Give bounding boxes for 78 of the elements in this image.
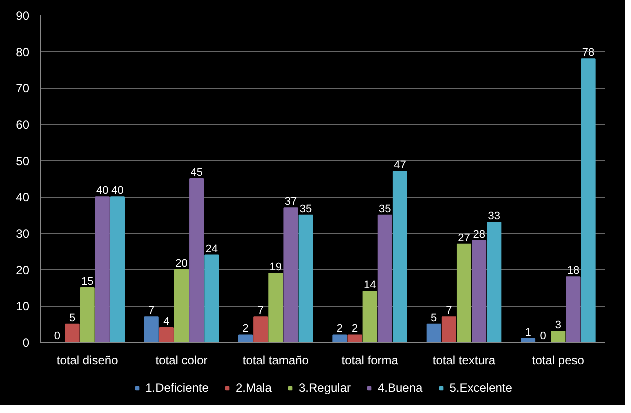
bar — [581, 58, 596, 342]
bar — [110, 196, 125, 342]
legend-label: 1.Deficiente — [146, 380, 209, 394]
y-tick-label: 0 — [22, 336, 30, 350]
bar — [65, 324, 80, 342]
data-label: 33 — [488, 210, 501, 223]
bar — [174, 269, 190, 342]
data-label: 14 — [364, 280, 376, 292]
y-tick-label: 10 — [16, 300, 30, 314]
data-label: 18 — [567, 265, 580, 278]
bar — [298, 214, 314, 342]
bar — [456, 244, 472, 342]
data-label: 24 — [206, 243, 218, 256]
data-label: 15 — [81, 276, 94, 288]
data-label: 2 — [242, 323, 249, 336]
data-label: 19 — [270, 261, 282, 274]
bar — [159, 327, 174, 342]
bar — [332, 334, 348, 342]
x-tick-label: total forma — [342, 354, 399, 368]
bar — [80, 288, 95, 342]
data-label: 7 — [258, 305, 264, 318]
bar — [284, 208, 298, 342]
x-tick-label: total color — [156, 354, 208, 368]
y-tick-label: 80 — [16, 45, 30, 60]
data-label: 0 — [540, 330, 546, 342]
bar — [487, 222, 502, 342]
data-label: 7 — [446, 305, 452, 318]
data-label: 2 — [352, 323, 358, 336]
data-label: 47 — [394, 160, 406, 172]
x-tick-label: total textura — [432, 354, 496, 368]
bar — [551, 331, 566, 342]
bar — [392, 171, 408, 342]
bar — [362, 291, 378, 342]
bar — [472, 240, 487, 342]
data-label: 5 — [69, 312, 76, 324]
bar — [426, 324, 442, 342]
data-label: 40 — [96, 185, 109, 198]
data-label: 3 — [555, 320, 562, 332]
bar — [268, 272, 284, 342]
data-label: 4 — [164, 316, 170, 328]
bar — [204, 254, 220, 342]
data-label: 2 — [336, 323, 344, 336]
x-tick-label: total tamaño — [242, 354, 310, 368]
data-label: 78 — [582, 47, 595, 60]
bar — [442, 316, 456, 342]
bar — [238, 334, 254, 342]
data-label: 7 — [148, 305, 155, 318]
data-label: 20 — [176, 258, 188, 270]
bar — [190, 178, 204, 342]
legend-label: 3.Regular — [298, 380, 351, 394]
y-tick-label: 90 — [16, 9, 30, 23]
data-label: 1 — [525, 326, 532, 339]
legend-label: 2.Mala — [236, 380, 272, 394]
y-tick-label: 70 — [16, 82, 30, 96]
legend-label: 5.Excelente — [450, 380, 512, 394]
data-label: 45 — [190, 167, 203, 179]
data-label: 5 — [431, 312, 438, 324]
bar — [378, 214, 392, 342]
bar — [254, 316, 268, 342]
y-tick-label: 60 — [16, 118, 30, 132]
y-tick-label: 20 — [16, 263, 30, 278]
data-label: 37 — [284, 196, 298, 208]
bar — [144, 316, 159, 342]
x-tick-label: total diseño — [56, 354, 119, 368]
bar — [566, 276, 581, 342]
y-tick-label: 40 — [16, 190, 30, 205]
bar — [348, 334, 362, 342]
data-label: 35 — [300, 203, 312, 216]
data-label: 0 — [54, 330, 61, 342]
data-label: 28 — [473, 228, 486, 241]
bar — [95, 196, 110, 342]
data-label: 27 — [458, 232, 470, 244]
y-tick-label: 50 — [16, 154, 30, 168]
y-tick-label: 30 — [16, 227, 30, 241]
x-tick-label: total peso — [532, 354, 585, 368]
legend-label: 4.Buena — [378, 380, 423, 394]
data-label: 40 — [112, 185, 124, 198]
data-label: 35 — [379, 203, 392, 216]
